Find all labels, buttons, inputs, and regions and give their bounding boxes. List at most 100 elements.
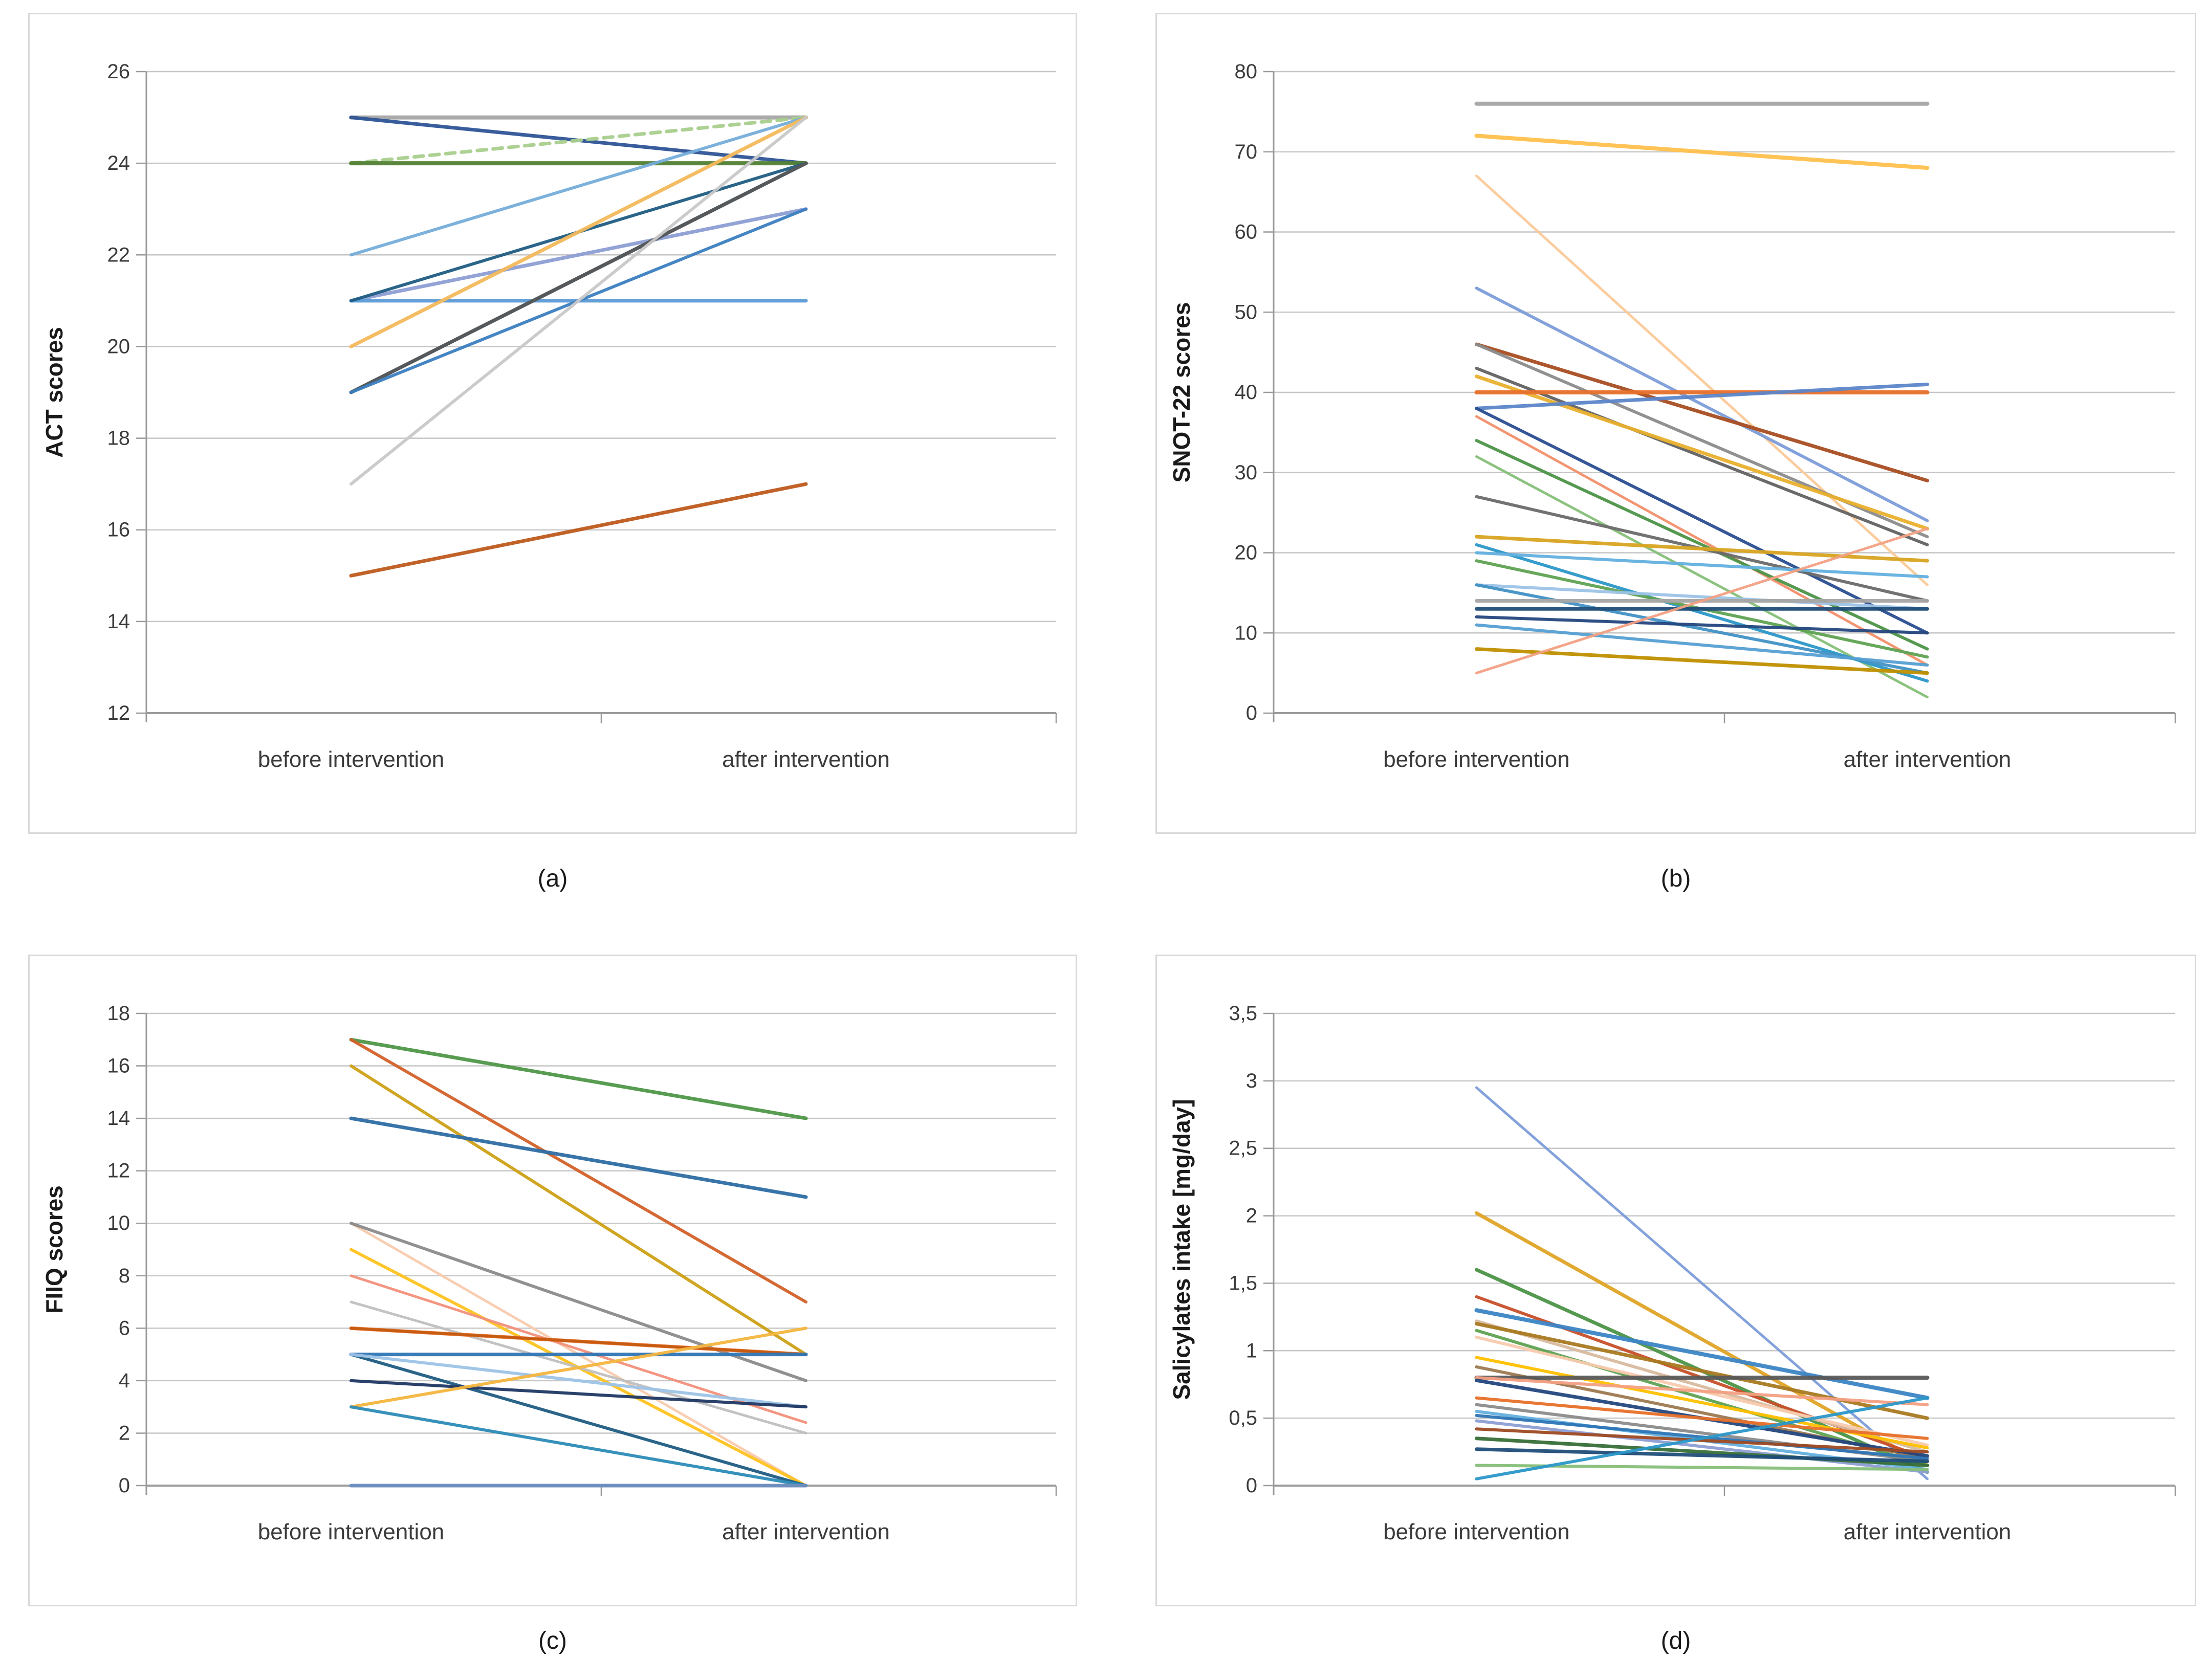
- y-tick-label: 3,5: [1229, 1002, 1257, 1025]
- series-line-patient-5: [1474, 342, 1929, 482]
- caption-b: (b): [1660, 865, 1691, 892]
- series-line-patient-7: [1475, 366, 1929, 546]
- series-line-patient-1: [349, 1037, 808, 1120]
- x-category-label: after intervention: [722, 747, 890, 772]
- series-line-patient-12: [1475, 415, 1929, 667]
- y-tick-label: 8: [119, 1265, 130, 1287]
- series-line-patient-16: [1474, 535, 1929, 563]
- y-tick-label: 0: [1246, 1474, 1257, 1497]
- series-line-patient-8: [1474, 374, 1929, 530]
- y-axis-title: ACT scores: [41, 327, 68, 458]
- fiiq-scores-chart: 0 2 4 6 8 10 12 14 16 18 before intervention after …: [41, 1002, 1057, 1544]
- series-line-patient-19: [1475, 1419, 1929, 1474]
- panel-snot22-scores: 0 10 20 30 40 50 60 70 80 before intervention afte…: [1155, 13, 2196, 834]
- series-line-patient-2: [1474, 134, 1930, 170]
- x-category-label: after intervention: [722, 1519, 890, 1544]
- y-tick-label: 0: [1246, 702, 1257, 724]
- y-tick-label: 0: [119, 1474, 130, 1497]
- series-line-patient-26: [1474, 647, 1929, 675]
- y-tick-label: 10: [1235, 622, 1258, 644]
- series-line-patient-14: [349, 1353, 808, 1409]
- y-tick-label: 24: [107, 152, 130, 174]
- series-line-patient-17: [349, 1405, 808, 1487]
- y-tick-label: 3: [1246, 1070, 1257, 1092]
- x-category-label: before intervention: [258, 747, 444, 772]
- y-tick-label: 16: [107, 1055, 130, 1077]
- series-line-patient-6: [1475, 1319, 1929, 1454]
- y-tick-label: 60: [1235, 221, 1258, 244]
- series-line-patient-27: [1475, 527, 1929, 675]
- y-tick-label: 1: [1246, 1339, 1257, 1362]
- series-line-patient-14: [349, 482, 808, 578]
- series-line-patient-9: [349, 116, 808, 348]
- series-line-patient-18: [1475, 551, 1929, 579]
- x-category-label: before intervention: [1383, 747, 1569, 772]
- series-line-patient-22: [1474, 1447, 1929, 1464]
- y-tick-label: 1,5: [1229, 1272, 1257, 1294]
- series-line-patient-4: [1475, 286, 1929, 522]
- series-line-patient-13: [1475, 1376, 1929, 1406]
- series-line-patient-10: [1474, 382, 1929, 410]
- y-tick-label: 80: [1235, 60, 1258, 83]
- series-line-patient-2: [349, 1038, 808, 1304]
- series-line-patient-3: [349, 116, 808, 165]
- x-category-label: after intervention: [1844, 747, 2012, 772]
- panel-fiiq-scores: 0 2 4 6 8 10 12 14 16 18 before intervention after …: [28, 955, 1077, 1606]
- y-tick-label: 40: [1235, 381, 1258, 404]
- y-tick-label: 30: [1235, 461, 1258, 484]
- y-tick-label: 4: [119, 1369, 130, 1392]
- y-tick-label: 70: [1235, 141, 1258, 163]
- panel-act-scores: 12 14 16 18 20 22 24 26 before intervention after…: [28, 13, 1077, 834]
- series-line-patient-13: [1475, 439, 1929, 651]
- y-tick-label: 6: [119, 1317, 130, 1339]
- y-tick-label: 16: [107, 519, 130, 541]
- y-tick-label: 10: [107, 1212, 130, 1234]
- y-tick-label: 18: [107, 1002, 130, 1025]
- series-line-patient-25: [1475, 623, 1929, 667]
- series-line-patient-15: [349, 1379, 808, 1409]
- panel-salicylates-intake: 0 0,5 1 1,5 2 2,5 3 3,5 before intervention after…: [1155, 955, 2196, 1606]
- series-line-patient-20: [1475, 583, 1929, 611]
- series-line-patient-2: [1474, 1211, 1929, 1467]
- series-line-patient-11: [349, 1327, 807, 1356]
- series-line-patient-24: [1475, 615, 1929, 635]
- y-tick-label: 12: [107, 702, 130, 724]
- series-line-patient-5: [1474, 1308, 1930, 1400]
- series-line-patient-15: [1475, 1396, 1929, 1440]
- y-tick-label: 2,5: [1229, 1137, 1257, 1160]
- y-tick-label: 2: [1246, 1205, 1257, 1227]
- y-tick-label: 22: [107, 244, 130, 266]
- series-line-patient-20: [1475, 1427, 1929, 1454]
- y-tick-label: 14: [107, 1107, 130, 1130]
- series-line-patient-13: [349, 116, 808, 486]
- series-line-patient-11: [349, 161, 808, 394]
- y-tick-label: 20: [1235, 542, 1258, 564]
- y-tick-label: 50: [1235, 301, 1258, 323]
- act-scores-chart: 12 14 16 18 20 22 24 26 before intervention after…: [41, 60, 1057, 772]
- y-axis-title: SNOT-22 scores: [1168, 302, 1195, 483]
- series-line-patient-6: [349, 207, 808, 303]
- series-line-patient-1: [1475, 1086, 1929, 1480]
- series-line-patient-4: [349, 1116, 808, 1199]
- series-line-patient-16: [349, 1327, 808, 1409]
- y-tick-label: 26: [107, 60, 130, 83]
- salicylates-intake-chart: 0 0,5 1 1,5 2 2,5 3 3,5 before intervention after…: [1168, 1002, 2176, 1544]
- series-line-patient-13: [349, 1353, 808, 1487]
- y-tick-label: 2: [119, 1422, 130, 1444]
- series-line-patient-7: [1474, 1322, 1929, 1420]
- x-category-label: before intervention: [258, 1519, 444, 1544]
- y-tick-label: 20: [107, 335, 130, 358]
- y-tick-label: 0,5: [1229, 1407, 1257, 1429]
- caption-d: (d): [1660, 1627, 1691, 1654]
- series-line-patient-3: [1475, 174, 1929, 586]
- y-tick-label: 12: [107, 1160, 130, 1182]
- y-axis-title: Salicylates intake [mg/day]: [1168, 1099, 1195, 1400]
- series-line-patient-11: [1475, 407, 1929, 635]
- series-line-patient-3: [349, 1064, 808, 1356]
- series-line-patient-5: [349, 116, 808, 257]
- y-axis-title: FIIQ scores: [41, 1185, 68, 1314]
- x-category-label: after intervention: [1844, 1519, 2012, 1544]
- series-line-patient-6: [349, 1222, 808, 1382]
- caption-c: (c): [538, 1627, 567, 1654]
